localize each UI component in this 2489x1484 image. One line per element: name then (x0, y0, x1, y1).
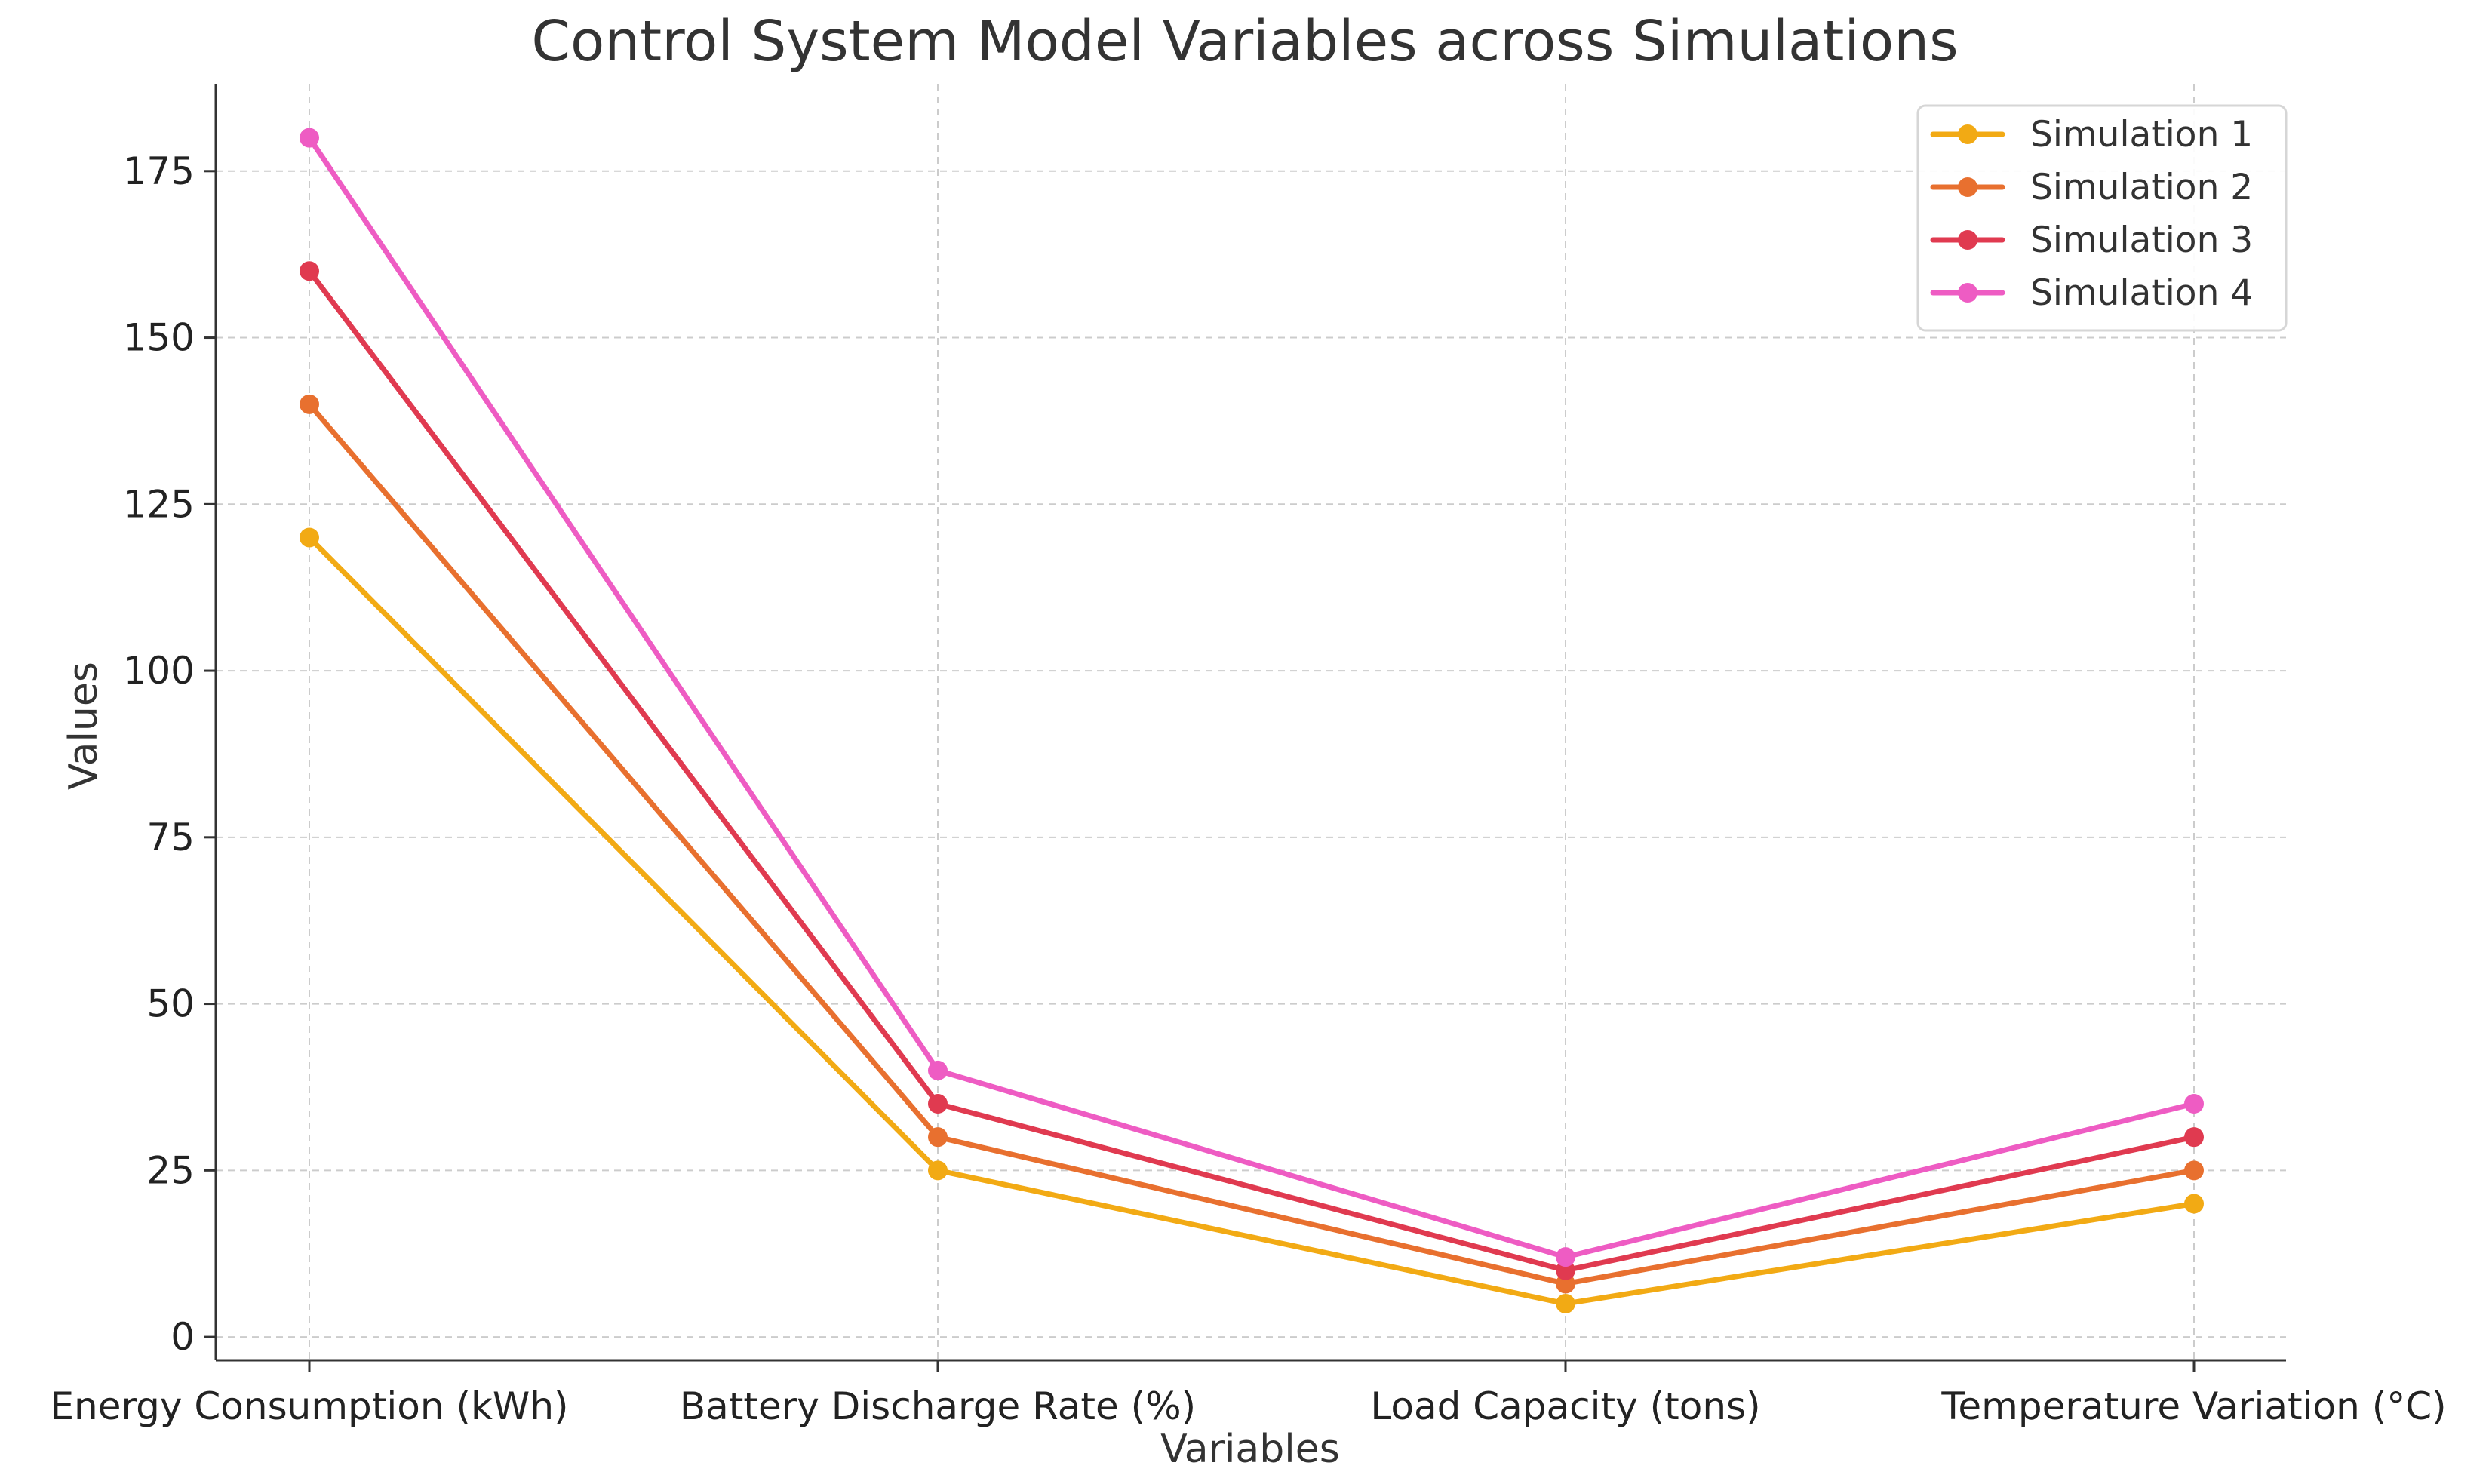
data-point (300, 261, 319, 281)
y-axis-label: Values (61, 662, 106, 790)
y-tick-label: 100 (123, 649, 195, 693)
legend-label: Simulation 1 (2030, 114, 2253, 155)
legend-item: Simulation 2 (1930, 167, 2253, 208)
data-point (2184, 1094, 2204, 1114)
y-tick-label: 0 (171, 1315, 195, 1359)
data-point (300, 527, 319, 548)
legend-marker (1958, 230, 1977, 250)
series-line (306, 534, 2197, 1307)
legend-label: Simulation 3 (2030, 220, 2253, 261)
data-point (1556, 1293, 1575, 1313)
data-point (2184, 1127, 2204, 1148)
legend-marker (1958, 283, 1977, 303)
series-line (306, 401, 2197, 1286)
legend-marker (1958, 177, 1977, 197)
y-tick-label: 175 (123, 149, 195, 193)
legend: Simulation 1 Simulation 2 Simulation 3 Simu… (1916, 104, 2288, 332)
series-simulation-3 (300, 261, 2204, 1280)
data-point (928, 1160, 948, 1181)
x-tick-label: Load Capacity (tons) (1370, 1384, 1760, 1428)
series-simulation-1 (300, 527, 2204, 1313)
y-tick-label: 50 (146, 982, 195, 1026)
data-point (928, 1094, 948, 1114)
legend-item: Simulation 1 (1930, 114, 2253, 155)
series-simulation-2 (300, 394, 2204, 1294)
legend-box (1916, 104, 2288, 332)
series-layer (300, 128, 2204, 1313)
legend-marker (1958, 124, 1977, 144)
legend-item: Simulation 4 (1930, 272, 2253, 314)
x-tick-label: Energy Consumption (kWh) (50, 1384, 568, 1428)
y-tick-label: 125 (123, 482, 195, 526)
grid-layer (216, 84, 2286, 1360)
legend-label: Simulation 4 (2030, 272, 2253, 314)
axes-layer: 0 25 50 75 100 125 150 175 Energy Consumption (k… (50, 84, 2447, 1428)
series-line (306, 268, 2197, 1274)
data-point (300, 394, 319, 414)
series-simulation-4 (300, 128, 2204, 1267)
y-tick-label: 75 (146, 816, 195, 859)
y-tick-label: 150 (123, 316, 195, 360)
legend-label: Simulation 2 (2030, 167, 2253, 208)
x-axis-label: Variables (1160, 1427, 1340, 1472)
legend-item: Simulation 3 (1930, 220, 2253, 261)
chart-title: Control System Model Variables across Si… (531, 9, 1958, 74)
data-point (2184, 1194, 2204, 1214)
series-line (306, 135, 2197, 1260)
y-tick-label: 25 (146, 1148, 195, 1192)
data-point (2184, 1160, 2204, 1181)
x-tick-label: Temperature Variation (°C) (1940, 1384, 2446, 1428)
data-point (928, 1060, 948, 1080)
x-tick-label: Battery Discharge Rate (%) (680, 1384, 1196, 1428)
data-point (928, 1127, 948, 1148)
data-point (1556, 1247, 1575, 1267)
data-point (300, 128, 319, 148)
